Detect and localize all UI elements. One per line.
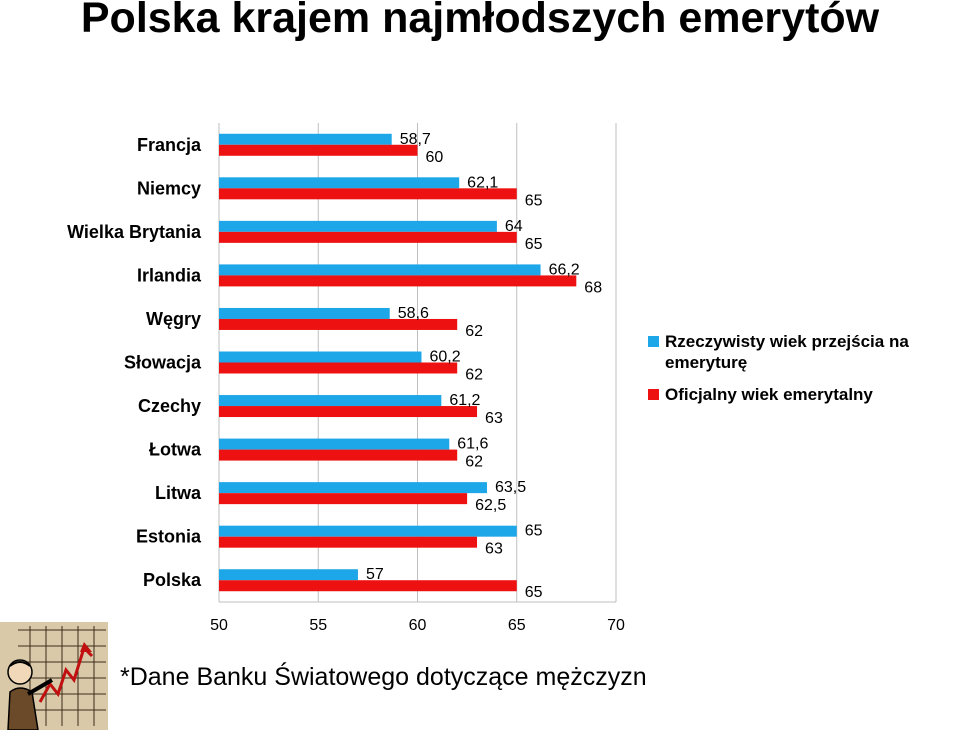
bar-official-0 (219, 144, 418, 156)
data-label-actual: 58,6 (398, 305, 429, 322)
legend-swatch-actual (648, 336, 659, 347)
x-tick-label: 50 (210, 617, 228, 634)
x-tick-label: 65 (508, 617, 526, 634)
bar-official-3 (219, 275, 577, 287)
category-label: Wielka Brytania (67, 222, 202, 242)
data-label-actual: 65 (525, 523, 543, 540)
bar-actual-1 (219, 177, 460, 189)
bar-actual-3 (219, 264, 541, 276)
category-label: Łotwa (149, 440, 202, 460)
category-label: Słowacja (124, 353, 202, 373)
category-label: Estonia (136, 527, 202, 547)
data-label-official: 63 (485, 410, 503, 427)
data-label-official: 63 (485, 541, 503, 558)
data-label-actual: 64 (505, 218, 523, 235)
bar-official-5 (219, 362, 458, 374)
x-tick-label: 60 (409, 617, 427, 634)
category-label: Polska (143, 570, 202, 590)
legend-swatch-official (648, 389, 659, 400)
bar-actual-8 (219, 482, 487, 494)
data-label-official: 62 (465, 323, 483, 340)
bar-actual-6 (219, 395, 442, 407)
data-label-official: 65 (525, 192, 543, 209)
data-label-official: 60 (426, 149, 444, 166)
data-label-official: 65 (525, 584, 543, 601)
data-label-official: 65 (525, 236, 543, 253)
category-label: Litwa (155, 483, 202, 503)
data-label-actual: 63,5 (495, 479, 526, 496)
bar-actual-0 (219, 133, 392, 145)
bar-official-2 (219, 231, 517, 243)
bar-official-8 (219, 493, 468, 505)
x-tick-label: 70 (607, 617, 625, 634)
data-label-actual: 61,2 (449, 392, 480, 409)
x-tick-label: 55 (309, 617, 327, 634)
bar-actual-9 (219, 525, 517, 537)
legend-label-actual: Rzeczywisty wiek przejścia na emeryturę (665, 332, 909, 372)
data-label-actual: 58,7 (400, 131, 431, 148)
bar-official-1 (219, 188, 517, 200)
bar-actual-7 (219, 438, 450, 450)
bar-actual-5 (219, 351, 422, 363)
category-label: Francja (137, 135, 202, 155)
data-label-actual: 60,2 (429, 349, 460, 366)
bar-official-9 (219, 536, 478, 548)
data-label-actual: 61,6 (457, 436, 488, 453)
data-label-official: 62,5 (475, 497, 506, 514)
chart-legend: Rzeczywisty wiek przejścia na emeryturę … (645, 331, 955, 416)
retiree-cartoon-icon (0, 622, 108, 730)
legend-item-actual: Rzeczywisty wiek przejścia na emeryturę (645, 331, 955, 373)
data-label-official: 62 (465, 454, 483, 471)
category-label: Węgry (146, 309, 201, 329)
bar-actual-4 (219, 307, 390, 319)
data-label-official: 62 (465, 367, 483, 384)
bar-official-10 (219, 580, 517, 592)
data-label-actual: 57 (366, 566, 384, 583)
bar-official-6 (219, 406, 478, 418)
legend-label-official: Oficjalny wiek emerytalny (665, 385, 873, 404)
category-label: Niemcy (137, 178, 201, 198)
legend-item-official: Oficjalny wiek emerytalny (645, 384, 955, 405)
data-label-official: 68 (584, 279, 602, 296)
data-label-actual: 62,1 (467, 174, 498, 191)
category-label: Czechy (138, 396, 201, 416)
bar-actual-2 (219, 220, 497, 232)
bar-official-7 (219, 449, 458, 461)
bar-official-4 (219, 318, 458, 330)
category-label: Irlandia (137, 265, 202, 285)
page-title: Polska krajem najmłodszych emerytów (80, 0, 880, 42)
bar-actual-10 (219, 569, 358, 581)
data-label-actual: 66,2 (549, 261, 580, 278)
footnote: *Dane Banku Światowego dotyczące mężczyz… (120, 663, 647, 691)
